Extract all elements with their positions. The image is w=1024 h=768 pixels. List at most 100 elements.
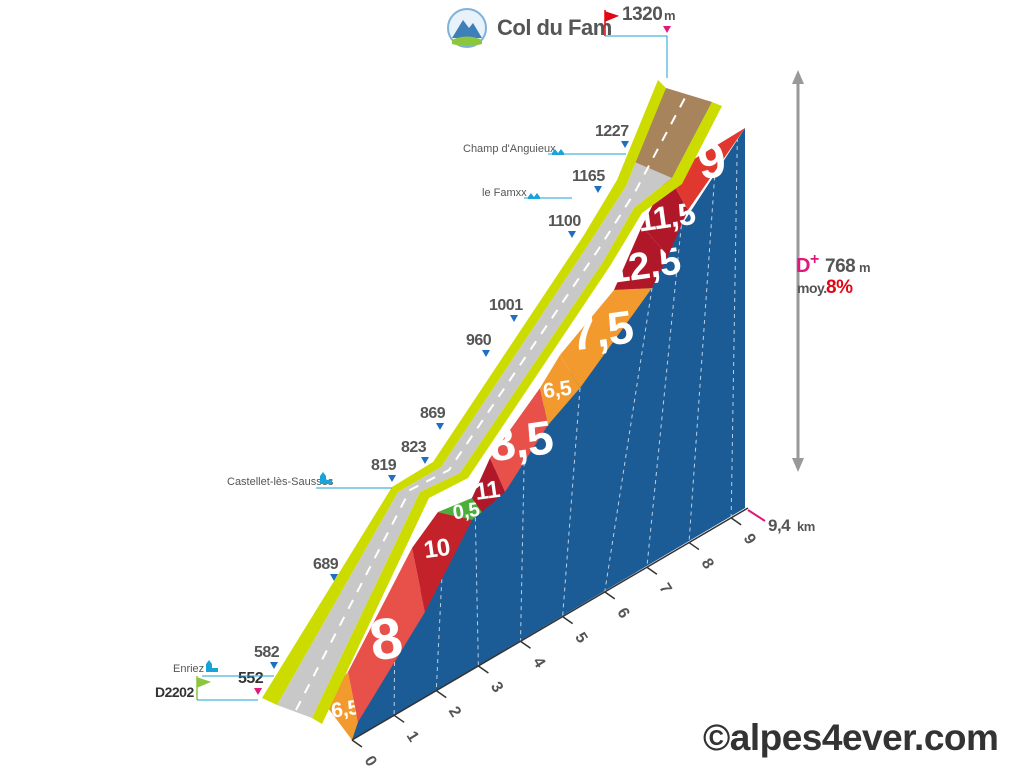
gradient-segment — [490, 388, 548, 492]
altitude-marker — [421, 457, 429, 464]
km-tick-label: 0 — [361, 753, 380, 768]
altitude-marker — [270, 662, 278, 669]
gradient-label: 10 — [422, 534, 452, 564]
road-centre-line — [295, 95, 687, 711]
gradient-segment — [668, 128, 745, 210]
average-label: moy. — [797, 280, 827, 296]
km-tick-label: 5 — [571, 630, 590, 647]
houses-icon — [528, 193, 540, 199]
start-road: D2202 — [155, 684, 194, 700]
km-tick — [562, 615, 574, 625]
gradient-label: 6,5 — [542, 376, 574, 403]
road-verge-left — [262, 80, 666, 705]
km-guide-line — [604, 287, 653, 592]
km-guide-line — [520, 462, 525, 642]
distance-unit: km — [797, 519, 815, 534]
summit-gravel — [630, 88, 712, 178]
altitude-label: 689 — [313, 556, 339, 573]
altitude-label: 819 — [371, 457, 397, 474]
altitude-marker — [594, 186, 602, 193]
km-tick — [435, 690, 447, 699]
d-plus-sign: + — [810, 251, 819, 268]
km-tick — [351, 739, 363, 748]
altitude-marker — [330, 574, 338, 581]
km-guide-lines — [393, 137, 738, 716]
gradient-segment — [642, 175, 688, 256]
altitude-marker — [482, 350, 490, 357]
altitude-label: 869 — [420, 405, 446, 422]
summit-marker — [663, 26, 671, 33]
km-tick — [730, 517, 742, 526]
altitude-marker — [568, 231, 576, 238]
altitude-marker — [436, 423, 444, 430]
km-tick — [520, 640, 531, 649]
place-name: Enriez — [173, 663, 204, 675]
gradient-segment — [322, 672, 358, 740]
gradient-segment — [472, 458, 505, 512]
km-guide-line — [646, 225, 682, 568]
total-distance: 9,4 — [768, 516, 791, 535]
km-tick-label: 6 — [613, 605, 632, 622]
km-guide-line — [688, 168, 716, 543]
church-icon — [206, 660, 218, 672]
km-tick — [646, 566, 658, 575]
road-verge-right — [312, 102, 722, 724]
altitude-label: 552 — [238, 670, 264, 687]
km-tick-label: 8 — [698, 556, 717, 573]
km-tick — [604, 591, 616, 600]
gradient-segment — [540, 355, 580, 425]
km-tick — [477, 665, 489, 674]
altitude-label: 1227 — [595, 123, 629, 140]
gradient-segment — [412, 512, 472, 612]
altitude-label: 960 — [466, 332, 492, 349]
elevation-gain-arrow — [792, 70, 804, 472]
km-tick-label: 7 — [656, 580, 675, 597]
altitude-label: 823 — [401, 439, 427, 456]
mountain-shape — [452, 20, 482, 38]
gradient-label: 11 — [473, 476, 501, 506]
km-tick-label: 2 — [445, 704, 464, 721]
average-gradient: 8% — [826, 277, 853, 298]
km-tick-label: 3 — [487, 679, 506, 696]
gradient-segment — [438, 498, 482, 520]
altitude-label: 1165 — [572, 168, 605, 185]
km-guide-line — [562, 387, 581, 617]
start-flag-icon — [196, 676, 212, 700]
km-tick-label: 4 — [529, 654, 548, 671]
elevation-gain: 768 — [825, 256, 855, 277]
altitude-marker — [388, 475, 396, 482]
km-axis-line — [351, 507, 749, 741]
d-plus-label: D — [796, 255, 810, 277]
altitude-label: 1001 — [489, 297, 523, 314]
km-tick-label: 1 — [403, 728, 422, 745]
elevation-gain-unit: m — [859, 260, 870, 275]
km-tick — [688, 541, 700, 551]
watermark: ©alpes4ever.com — [703, 717, 998, 758]
altitude-label: 1100 — [548, 213, 581, 230]
altitude-marker — [254, 688, 262, 695]
gradient-segment — [560, 288, 652, 388]
altitude-marker — [621, 141, 629, 148]
gradient-segment — [614, 226, 668, 290]
summit-title: Col du Fam 1320 m — [447, 4, 676, 78]
place-name: le Famxx — [482, 187, 527, 199]
place-name: Champ d'Anguieux — [463, 143, 556, 155]
climb-title: Col du Fam — [497, 15, 612, 40]
church-icon — [320, 472, 332, 484]
summit-altitude: 1320 — [622, 4, 662, 25]
houses-icon — [552, 149, 564, 155]
altitude-marker — [510, 315, 518, 322]
km-guide-line — [435, 579, 443, 691]
km-tick — [393, 714, 405, 723]
km-guide-line — [474, 517, 479, 666]
road-surface — [277, 88, 712, 718]
altitude-label: 582 — [254, 644, 280, 661]
place-name: Castellet-lès-Sausses — [227, 476, 334, 488]
km-tick-label: 9 — [740, 531, 759, 548]
summit-altitude-unit: m — [664, 8, 675, 23]
altitude-labels: 5525826898198238699601001110011651227Enr… — [173, 123, 630, 695]
gradient-segment — [348, 548, 425, 722]
summit-flag-icon — [604, 10, 620, 36]
